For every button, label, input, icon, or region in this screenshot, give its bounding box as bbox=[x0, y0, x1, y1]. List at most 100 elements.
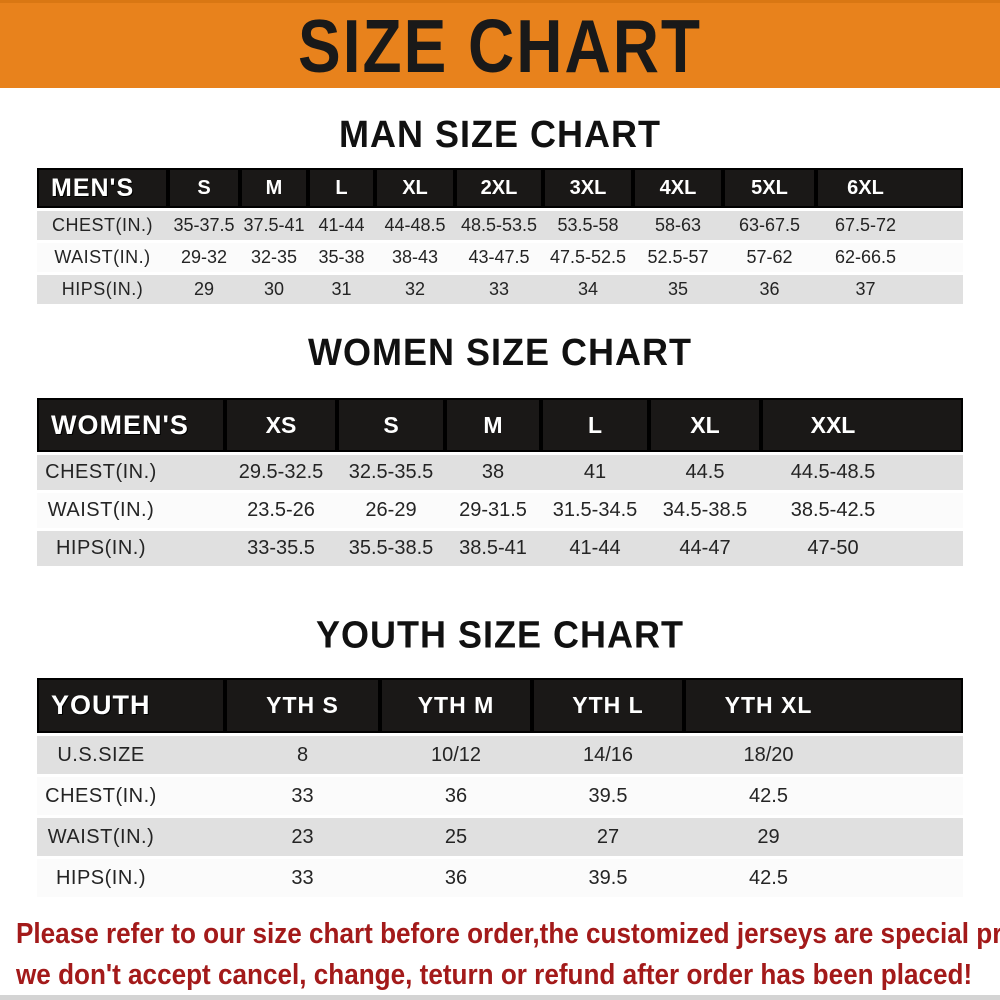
measurement-value-cell: 37.5-41 bbox=[240, 211, 308, 240]
measurement-value-cell: 35 bbox=[633, 275, 723, 304]
table-group-label: WOMEN'S bbox=[37, 398, 225, 452]
size-column-header: L bbox=[308, 168, 375, 208]
measurement-value-cell: 23.5-26 bbox=[225, 493, 337, 528]
youth-table-body: U.S.SIZE 8 10/12 14/16 18/20 CHEST(IN.) 33 36 39… bbox=[37, 736, 963, 897]
size-column-header: 6XL bbox=[816, 168, 963, 208]
measurement-row-label: CHEST(IN.) bbox=[37, 211, 168, 240]
measurement-value-cell: 39.5 bbox=[532, 777, 684, 815]
measurement-value-cell: 8 bbox=[225, 736, 380, 774]
measurement-value-cell: 41 bbox=[541, 455, 649, 490]
youth-section-title: YOUTH SIZE CHART bbox=[315, 613, 684, 657]
measurement-value-cell: 38.5-41 bbox=[445, 531, 541, 566]
table-group-label: MEN'S bbox=[37, 168, 168, 208]
measurement-value-cell: 41-44 bbox=[541, 531, 649, 566]
measurement-value-cell: 38.5-42.5 bbox=[761, 493, 963, 528]
measurement-value-cell: 38-43 bbox=[375, 243, 455, 272]
measurement-value-cell: 36 bbox=[723, 275, 816, 304]
size-column-header: XXL bbox=[761, 398, 963, 452]
measurement-value-cell: 38 bbox=[445, 455, 541, 490]
measurement-value-cell: 31.5-34.5 bbox=[541, 493, 649, 528]
women-section-title: WOMEN SIZE CHART bbox=[308, 330, 692, 374]
measurement-value-cell: 29 bbox=[168, 275, 240, 304]
measurement-value-cell: 36 bbox=[380, 859, 532, 897]
size-header-row: WOMEN'S XS S M L XL XXL bbox=[37, 398, 963, 452]
measurement-value-cell: 58-63 bbox=[633, 211, 723, 240]
measurement-row: CHEST(IN.) 35-37.5 37.5-41 41-44 44-48.5 48.5… bbox=[37, 211, 963, 240]
measurement-row: CHEST(IN.) 29.5-32.5 32.5-35.5 38 41 44.5 44.5… bbox=[37, 455, 963, 490]
measurement-row: HIPS(IN.) 29 30 31 32 33 34 35 36 37 bbox=[37, 275, 963, 304]
measurement-value-cell: 47-50 bbox=[761, 531, 963, 566]
size-column-header: M bbox=[445, 398, 541, 452]
measurement-row: WAIST(IN.) 29-32 32-35 35-38 38-43 43-47.5 47.… bbox=[37, 243, 963, 272]
measurement-value-cell: 30 bbox=[240, 275, 308, 304]
measurement-value-cell: 23 bbox=[225, 818, 380, 856]
mens-size-table: MEN'S S M L XL 2XL 3XL 4XL 5XL 6XL CHEST(IN.) 35-3… bbox=[37, 165, 963, 307]
man-section-title: MAN SIZE CHART bbox=[339, 112, 661, 156]
measurement-row-label: HIPS(IN.) bbox=[37, 859, 225, 897]
measurement-row-label: U.S.SIZE bbox=[37, 736, 225, 774]
order-notice-line-2: we don't accept cancel, change, teturn o… bbox=[16, 959, 973, 991]
measurement-value-cell: 44-47 bbox=[649, 531, 761, 566]
measurement-value-cell: 39.5 bbox=[532, 859, 684, 897]
measurement-row-label: WAIST(IN.) bbox=[37, 493, 225, 528]
measurement-value-cell: 32 bbox=[375, 275, 455, 304]
measurement-value-cell: 42.5 bbox=[684, 777, 963, 815]
size-column-header: 2XL bbox=[455, 168, 543, 208]
measurement-value-cell: 44.5 bbox=[649, 455, 761, 490]
measurement-value-cell: 27 bbox=[532, 818, 684, 856]
measurement-value-cell: 29 bbox=[684, 818, 963, 856]
size-column-header: YTH M bbox=[380, 678, 532, 733]
womens-table-header: WOMEN'S XS S M L XL XXL bbox=[37, 398, 963, 452]
size-column-header: XL bbox=[375, 168, 455, 208]
order-notice: Please refer to our size chart before or… bbox=[0, 900, 1000, 996]
measurement-value-cell: 35.5-38.5 bbox=[337, 531, 445, 566]
measurement-value-cell: 33 bbox=[455, 275, 543, 304]
bottom-edge-strip bbox=[0, 995, 1000, 1000]
measurement-value-cell: 44-48.5 bbox=[375, 211, 455, 240]
measurement-value-cell: 37 bbox=[816, 275, 963, 304]
size-column-header: L bbox=[541, 398, 649, 452]
size-chart-banner: SIZE CHART bbox=[0, 0, 1000, 88]
measurement-value-cell: 53.5-58 bbox=[543, 211, 633, 240]
measurement-row: WAIST(IN.) 23.5-26 26-29 29-31.5 31.5-34.5 34… bbox=[37, 493, 963, 528]
measurement-value-cell: 34 bbox=[543, 275, 633, 304]
measurement-row-label: WAIST(IN.) bbox=[37, 243, 168, 272]
youth-size-table: YOUTH YTH S YTH M YTH L YTH XL U.S.SIZE 8 10/1… bbox=[37, 675, 963, 900]
mens-table-header: MEN'S S M L XL 2XL 3XL 4XL 5XL 6XL bbox=[37, 168, 963, 208]
youth-table-header: YOUTH YTH S YTH M YTH L YTH XL bbox=[37, 678, 963, 733]
size-column-header: XL bbox=[649, 398, 761, 452]
measurement-value-cell: 57-62 bbox=[723, 243, 816, 272]
measurement-value-cell: 48.5-53.5 bbox=[455, 211, 543, 240]
measurement-row: WAIST(IN.) 23 25 27 29 bbox=[37, 818, 963, 856]
measurement-value-cell: 18/20 bbox=[684, 736, 963, 774]
measurement-row-label: CHEST(IN.) bbox=[37, 455, 225, 490]
measurement-value-cell: 26-29 bbox=[337, 493, 445, 528]
order-notice-line-1: Please refer to our size chart before or… bbox=[16, 918, 1000, 950]
measurement-value-cell: 33 bbox=[225, 777, 380, 815]
measurement-value-cell: 32-35 bbox=[240, 243, 308, 272]
measurement-value-cell: 29-31.5 bbox=[445, 493, 541, 528]
size-column-header: YTH S bbox=[225, 678, 380, 733]
measurement-value-cell: 33-35.5 bbox=[225, 531, 337, 566]
measurement-row-label: CHEST(IN.) bbox=[37, 777, 225, 815]
measurement-value-cell: 67.5-72 bbox=[816, 211, 963, 240]
measurement-value-cell: 52.5-57 bbox=[633, 243, 723, 272]
size-column-header: S bbox=[168, 168, 240, 208]
size-column-header: M bbox=[240, 168, 308, 208]
measurement-value-cell: 35-38 bbox=[308, 243, 375, 272]
size-column-header: YTH XL bbox=[684, 678, 963, 733]
measurement-value-cell: 14/16 bbox=[532, 736, 684, 774]
measurement-value-cell: 31 bbox=[308, 275, 375, 304]
measurement-value-cell: 10/12 bbox=[380, 736, 532, 774]
measurement-value-cell: 35-37.5 bbox=[168, 211, 240, 240]
size-column-header: YTH L bbox=[532, 678, 684, 733]
measurement-row: HIPS(IN.) 33-35.5 35.5-38.5 38.5-41 41-44 44-… bbox=[37, 531, 963, 566]
measurement-row-label: WAIST(IN.) bbox=[37, 818, 225, 856]
size-column-header: S bbox=[337, 398, 445, 452]
size-column-header: 5XL bbox=[723, 168, 816, 208]
measurement-value-cell: 25 bbox=[380, 818, 532, 856]
measurement-row-label: HIPS(IN.) bbox=[37, 531, 225, 566]
size-header-row: YOUTH YTH S YTH M YTH L YTH XL bbox=[37, 678, 963, 733]
measurement-value-cell: 62-66.5 bbox=[816, 243, 963, 272]
table-group-label: YOUTH bbox=[37, 678, 225, 733]
